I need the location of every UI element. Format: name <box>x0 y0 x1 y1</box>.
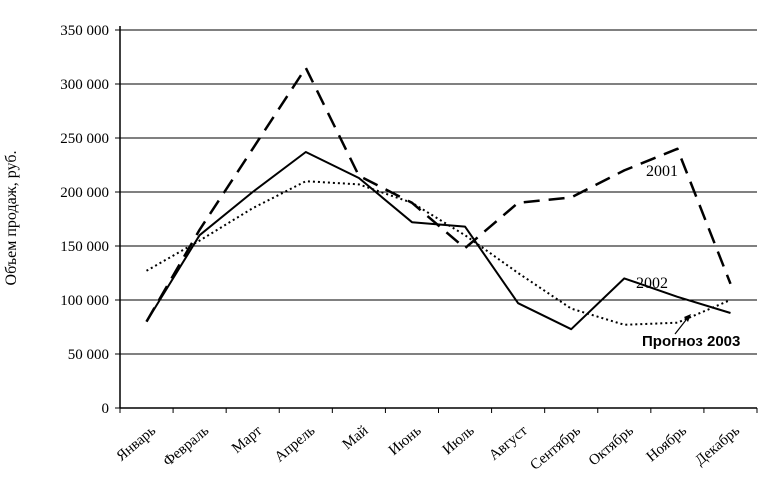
gridlines <box>115 29 757 409</box>
series-label-forecast-2003: Прогноз 2003 <box>642 333 740 350</box>
y-tick-label: 0 <box>102 401 110 417</box>
series-line-solid <box>145 151 731 331</box>
axes <box>119 26 758 413</box>
series-lines <box>145 66 732 331</box>
y-tick-labels: 0 50 000 100 000 150 000 200 000 250 000 300 0… <box>60 23 109 417</box>
y-tick-label: 300 000 <box>60 77 109 93</box>
y-axis-label: Объем продаж, руб. <box>3 151 20 286</box>
x-tick-label: Май <box>340 423 372 453</box>
x-tick-label: Март <box>229 423 266 457</box>
x-tick-label: Январь <box>114 423 160 465</box>
x-tick-label: Ноябрь <box>644 423 690 466</box>
y-tick-label: 50 000 <box>68 347 109 363</box>
series-line-dotted <box>146 180 731 326</box>
x-tick-label: Декабрь <box>692 423 743 469</box>
y-tick-label: 200 000 <box>60 185 109 201</box>
y-tick-label: 250 000 <box>60 131 109 147</box>
x-tick-labels: Январь Февраль Март Апрель Май Июнь Июль Август… <box>114 423 743 474</box>
x-tick-label: Июль <box>440 423 478 458</box>
series-label-2002: 2002 <box>636 275 668 292</box>
x-tick-label: Апрель <box>272 423 319 466</box>
y-tick-label: 350 000 <box>60 23 109 39</box>
series-line-dashed <box>145 66 732 323</box>
x-tick-label: Июнь <box>386 423 425 459</box>
series-label-2001: 2001 <box>646 163 678 180</box>
forecast-callout-arrow <box>674 314 691 335</box>
x-tick-label: Октябрь <box>586 423 637 470</box>
x-tick-label: Сентябрь <box>527 423 583 474</box>
y-tick-label: 150 000 <box>60 239 109 255</box>
x-tick-label: Август <box>486 423 531 464</box>
x-tick-label: Февраль <box>160 423 212 470</box>
y-tick-label: 100 000 <box>60 293 109 309</box>
